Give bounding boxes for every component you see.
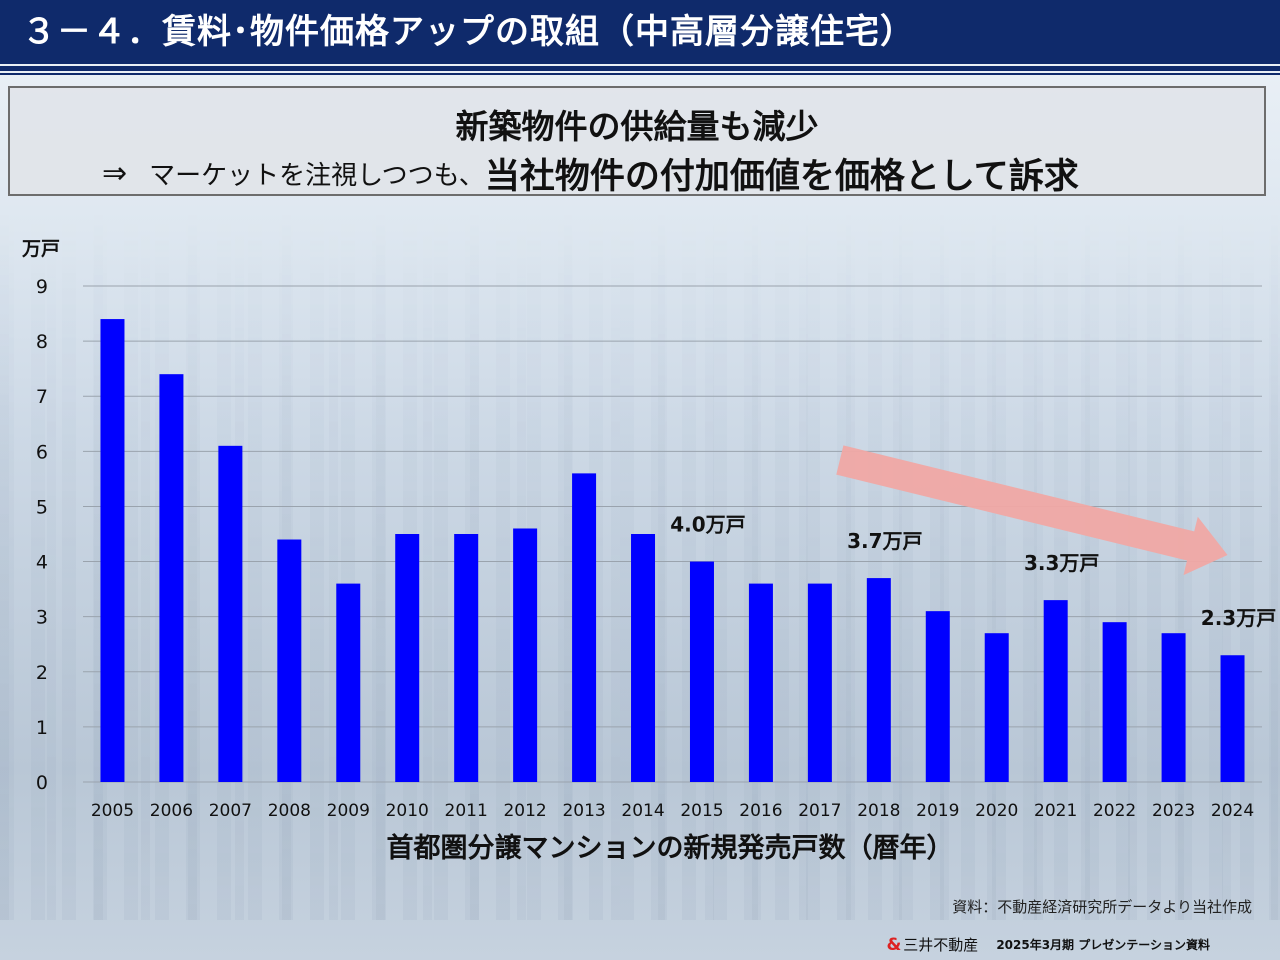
x-tick-label: 2015 [680,801,723,821]
bar-2012 [513,528,538,782]
x-tick-label: 2022 [1093,801,1136,821]
bar-2017 [807,583,832,782]
trend-down-arrow-icon [836,445,1228,576]
footer: & 三井不動産 2025年3月期 プレゼンテーション資料 [886,934,1210,955]
y-tick-label: 0 [36,772,48,794]
bar-2023 [1161,633,1186,782]
x-tick-label: 2014 [621,801,664,821]
bar-2024 [1220,655,1245,782]
x-tick-label: 2024 [1211,801,1254,821]
chart-x-ticks: 2005 2006 2007 2008 2009 2010 2011 2012 2013 2014… [91,801,1254,821]
bar-2009 [336,583,361,782]
y-axis-unit-label: 万戸 [21,238,60,260]
data-label-2018: 3.7万戸 [847,529,922,553]
x-tick-label: 2018 [857,801,900,821]
bar-2022 [1102,622,1127,782]
page-title: ３－４．賃料･物件価格アップの取組（中高層分譲住宅） [22,12,915,52]
data-label-2024: 2.3万戸 [1201,606,1276,630]
document-label: 2025年3月期 プレゼンテーション資料 [996,938,1210,952]
company-logo: & [886,934,902,955]
source-note: 資料：不動産経済研究所データより当社作成 [952,898,1252,916]
x-tick-label: 2017 [798,801,841,821]
key-message-detail: ⇒ マーケットを注視しつつも、当社物件の付加価値を価格として訴求 [102,148,1079,199]
key-message-headline: 新築物件の供給量も減少 [455,107,819,146]
bar-2008 [277,539,302,782]
x-tick-label: 2006 [150,801,193,821]
key-message-emphasis: 当社物件の付加価値を価格として訴求 [484,157,1079,197]
x-tick-label: 2005 [91,801,134,821]
company-name: 三井不動産 [903,936,979,954]
bar-2014 [631,534,656,782]
bar-2015 [689,561,714,782]
y-tick-label: 6 [36,441,48,463]
y-tick-label: 3 [36,607,48,629]
y-tick-label: 5 [36,496,48,518]
y-tick-label: 1 [36,717,48,739]
x-axis-title: 首都圏分譲マンションの新規発売戸数（暦年） [387,832,954,864]
bar-2016 [748,583,773,782]
chart-trend-arrow [836,445,1228,576]
x-tick-label: 2023 [1152,801,1195,821]
x-tick-label: 2016 [739,801,782,821]
x-tick-label: 2013 [562,801,605,821]
header-bar: ３－４．賃料･物件価格アップの取組（中高層分譲住宅） [0,0,1280,64]
chart-bars [100,319,1245,782]
data-label-2015: 4.0万戸 [670,513,745,537]
x-tick-label: 2007 [209,801,252,821]
x-tick-label: 2021 [1034,801,1077,821]
y-tick-label: 7 [36,386,48,408]
x-tick-label: 2020 [975,801,1018,821]
key-message-box: 新築物件の供給量も減少 ⇒ マーケットを注視しつつも、当社物件の付加価値を価格とし… [8,86,1266,199]
implies-arrow-icon: ⇒ [102,156,128,191]
chart-y-ticks: 0 1 2 3 4 5 6 7 8 9 [36,276,48,794]
key-message-lead: マーケットを注視しつつも、 [149,161,485,191]
x-tick-label: 2010 [386,801,429,821]
bar-2007 [218,445,243,782]
x-tick-label: 2019 [916,801,959,821]
bar-2020 [984,633,1009,782]
y-tick-label: 9 [36,276,48,298]
x-tick-label: 2009 [327,801,370,821]
y-tick-label: 8 [36,331,48,353]
chart-data-labels: 4.0万戸 3.7万戸 3.3万戸 2.3万戸 [670,513,1276,631]
y-tick-label: 4 [36,552,48,574]
bar-2010 [395,534,420,782]
header-rule-thin [0,73,1280,75]
bar-2006 [159,374,184,782]
bar-2019 [925,611,950,782]
x-tick-label: 2011 [445,801,488,821]
bar-2018 [866,578,891,782]
bar-2005 [100,319,125,782]
x-tick-label: 2012 [503,801,546,821]
bar-2021 [1043,600,1068,782]
header-rule [0,66,1280,71]
bar-2013 [572,473,597,782]
bar-2011 [454,534,479,782]
x-tick-label: 2008 [268,801,311,821]
y-tick-label: 2 [36,662,48,684]
data-label-2021: 3.3万戸 [1024,551,1099,575]
